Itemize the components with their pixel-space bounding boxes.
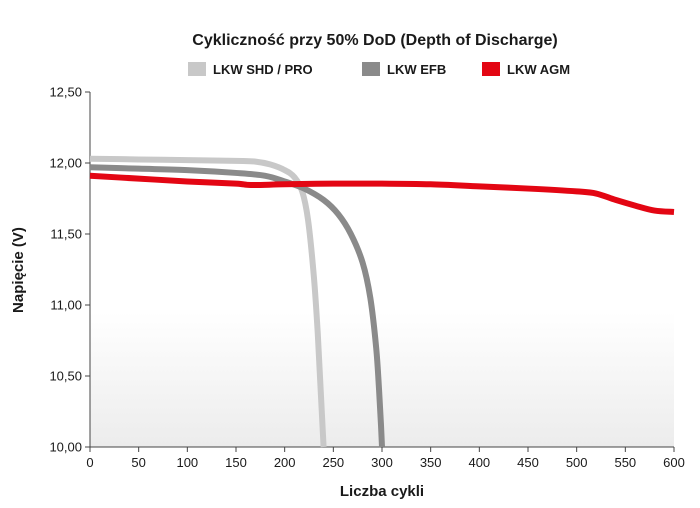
y-tick-label: 12,00 [49, 156, 82, 171]
legend-label-lkw-efb: LKW EFB [387, 62, 446, 77]
series-line-lkw-efb [89, 164, 385, 448]
x-tick-label: 250 [322, 455, 344, 470]
legend-label-lkw-agm: LKW AGM [507, 62, 570, 77]
y-tick-label: 11,00 [50, 298, 82, 313]
x-tick-label: 200 [274, 455, 296, 470]
x-tick-label: 550 [614, 455, 636, 470]
series-line-lkw-agm [89, 172, 675, 215]
x-tick-label: 100 [176, 455, 198, 470]
x-tick-label: 300 [371, 455, 393, 470]
y-axis: 10,00 10,50 11,00 11,50 12,00 12,50 [49, 85, 91, 455]
legend-swatch-lkw-efb [362, 62, 380, 76]
y-axis-title: Napięcie (V) [10, 227, 27, 313]
legend-swatch-lkw-agm [482, 62, 500, 76]
legend-swatch-lkw-shd-pro [188, 62, 206, 76]
x-tick-label: 0 [86, 455, 93, 470]
x-tick-label: 450 [517, 455, 539, 470]
x-tick-label: 150 [225, 455, 247, 470]
y-tick-label: 12,50 [49, 85, 82, 100]
x-tick-label: 600 [663, 455, 685, 470]
x-tick-label: 350 [420, 455, 442, 470]
x-axis-title: Liczba cykli [340, 483, 424, 500]
y-tick-label: 10,50 [49, 369, 82, 384]
legend-label-lkw-shd-pro: LKW SHD / PRO [213, 62, 313, 77]
x-tick-label: 500 [566, 455, 588, 470]
x-tick-label: 400 [468, 455, 490, 470]
series-line-lkw-shd-pro [89, 155, 327, 448]
y-tick-label: 11,50 [50, 227, 82, 242]
plot-background [90, 92, 674, 447]
x-tick-label: 50 [131, 455, 145, 470]
chart-title: Cykliczność przy 50% DoD (Depth of Disch… [192, 32, 557, 49]
legend: LKW SHD / PRO LKW EFB LKW AGM [188, 62, 570, 77]
y-tick-label: 10,00 [49, 440, 82, 455]
series-group [89, 155, 675, 448]
x-axis: 0 50 100 150 200 250 300 350 400 450 500 550 600 [86, 446, 685, 470]
